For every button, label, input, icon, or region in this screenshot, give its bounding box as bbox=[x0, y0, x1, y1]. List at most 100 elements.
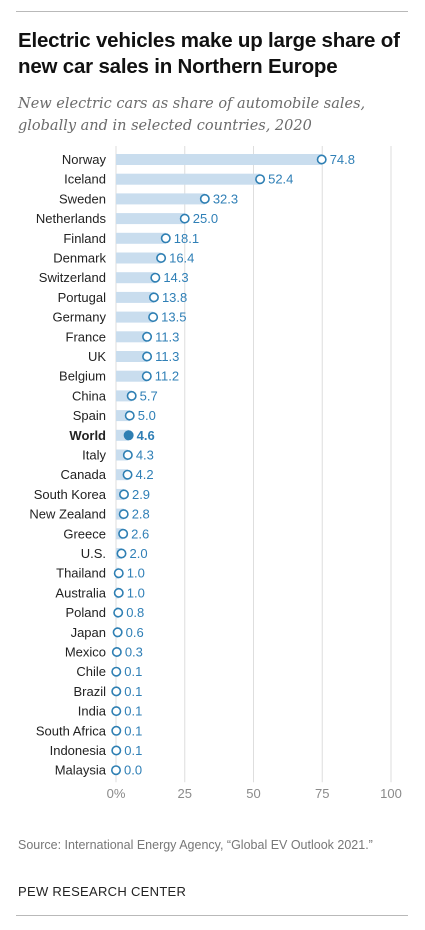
category-label: Greece bbox=[63, 526, 106, 541]
value-label: 1.0 bbox=[127, 566, 145, 581]
category-label: Norway bbox=[62, 152, 107, 167]
value-label: 13.5 bbox=[161, 310, 186, 325]
value-label: 52.4 bbox=[268, 172, 293, 187]
value-marker bbox=[156, 253, 167, 264]
value-marker bbox=[111, 765, 122, 776]
category-label: South Africa bbox=[36, 723, 107, 738]
bar bbox=[116, 232, 166, 244]
category-label: South Korea bbox=[34, 487, 107, 502]
value-marker bbox=[122, 449, 133, 460]
bar bbox=[116, 213, 185, 225]
value-label: 25.0 bbox=[193, 211, 218, 226]
bar bbox=[116, 311, 154, 323]
bar bbox=[116, 331, 148, 343]
value-label: 0.1 bbox=[124, 743, 142, 758]
category-label: Netherlands bbox=[36, 211, 107, 226]
value-marker bbox=[111, 745, 122, 756]
value-marker bbox=[142, 331, 153, 342]
value-label: 5.7 bbox=[140, 388, 158, 403]
source-note: Source: International Energy Agency, “Gl… bbox=[18, 838, 373, 852]
value-marker bbox=[112, 627, 123, 638]
value-marker bbox=[124, 410, 135, 421]
value-label: 2.8 bbox=[132, 507, 150, 522]
value-marker bbox=[150, 272, 161, 283]
category-label: Italy bbox=[82, 448, 106, 463]
category-label: Japan bbox=[71, 625, 106, 640]
bottom-rule bbox=[16, 915, 408, 916]
value-label: 18.1 bbox=[174, 231, 199, 246]
category-label: Poland bbox=[66, 605, 106, 620]
value-label: 1.0 bbox=[127, 585, 145, 600]
value-marker bbox=[316, 154, 327, 165]
category-label: Thailand bbox=[56, 566, 106, 581]
value-marker bbox=[111, 666, 122, 677]
value-marker bbox=[118, 528, 129, 539]
value-marker bbox=[160, 233, 171, 244]
value-marker bbox=[148, 292, 159, 303]
value-label: 16.4 bbox=[169, 251, 194, 266]
value-marker bbox=[113, 607, 124, 618]
category-label: Iceland bbox=[64, 172, 106, 187]
category-label: Germany bbox=[53, 310, 107, 325]
category-label: Brazil bbox=[73, 684, 106, 699]
value-label: 5.0 bbox=[138, 408, 156, 423]
value-label: 2.0 bbox=[130, 546, 148, 561]
value-marker bbox=[179, 213, 190, 224]
category-label: Finland bbox=[63, 231, 106, 246]
category-label: World bbox=[69, 428, 106, 443]
top-rule bbox=[16, 11, 408, 12]
value-label: 32.3 bbox=[213, 191, 238, 206]
category-label: France bbox=[66, 329, 106, 344]
chart-subtitle: New electric cars as share of automobile… bbox=[18, 96, 366, 134]
category-label: New Zealand bbox=[29, 507, 106, 522]
category-label: India bbox=[78, 704, 107, 719]
value-label: 0.3 bbox=[125, 645, 143, 660]
value-marker bbox=[111, 706, 122, 717]
x-tick-label: 0% bbox=[107, 786, 126, 801]
value-marker bbox=[142, 351, 153, 362]
value-label: 2.9 bbox=[132, 487, 150, 502]
category-label: Chile bbox=[76, 664, 106, 679]
value-label: 0.1 bbox=[124, 704, 142, 719]
bar bbox=[116, 193, 205, 205]
value-label: 4.6 bbox=[137, 428, 155, 443]
x-tick-label: 50 bbox=[246, 786, 260, 801]
value-marker bbox=[123, 430, 134, 441]
category-label: Denmark bbox=[53, 251, 106, 266]
category-label: Indonesia bbox=[50, 743, 107, 758]
category-label: China bbox=[72, 388, 107, 403]
bar bbox=[116, 390, 132, 402]
bar bbox=[116, 154, 322, 165]
value-label: 11.3 bbox=[155, 349, 179, 364]
category-label: Mexico bbox=[65, 645, 106, 660]
value-label: 74.8 bbox=[330, 152, 355, 167]
category-label: Sweden bbox=[59, 191, 106, 206]
bar bbox=[116, 429, 129, 441]
value-label: 11.2 bbox=[155, 369, 179, 384]
category-label: Spain bbox=[73, 408, 106, 423]
category-label: Portugal bbox=[58, 290, 107, 305]
value-label: 13.8 bbox=[162, 290, 187, 305]
value-label: 11.3 bbox=[155, 329, 179, 344]
category-label: Malaysia bbox=[55, 763, 107, 778]
value-marker bbox=[116, 548, 127, 559]
category-label: Switzerland bbox=[39, 270, 106, 285]
value-label: 4.3 bbox=[136, 448, 154, 463]
value-label: 4.2 bbox=[136, 467, 154, 482]
bar bbox=[116, 291, 154, 303]
category-label: Belgium bbox=[59, 369, 106, 384]
pew-research-logo: PEW RESEARCH CENTER bbox=[18, 884, 187, 899]
bar bbox=[116, 351, 148, 362]
value-marker bbox=[111, 646, 122, 657]
value-marker bbox=[118, 489, 129, 500]
value-marker bbox=[111, 725, 122, 736]
value-label: 2.6 bbox=[131, 526, 149, 541]
x-tick-label: 25 bbox=[178, 786, 192, 801]
bar bbox=[116, 252, 162, 264]
category-label: U.S. bbox=[81, 546, 106, 561]
bar bbox=[116, 272, 156, 284]
value-label: 0.6 bbox=[126, 625, 144, 640]
category-label: Australia bbox=[55, 585, 106, 600]
value-label: 0.8 bbox=[126, 605, 144, 620]
value-marker bbox=[113, 587, 124, 598]
